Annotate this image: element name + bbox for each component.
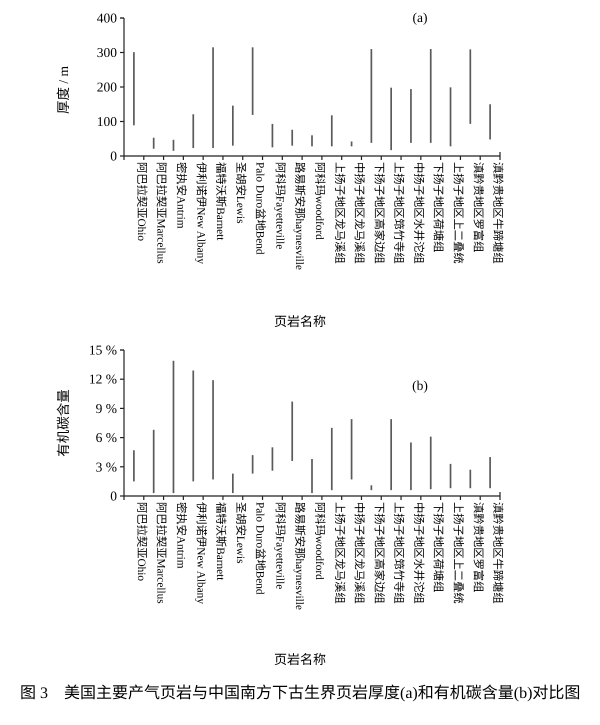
svg-text:滇黔贵地区牛蹄塘组: 滇黔贵地区牛蹄塘组 [491, 162, 504, 264]
svg-text:滇黔贵地区罗富组: 滇黔贵地区罗富组 [471, 162, 484, 252]
svg-text:滇黔贵地区牛蹄塘组: 滇黔贵地区牛蹄塘组 [491, 502, 504, 604]
svg-text:上扬子地区龙马溪组: 上扬子地区龙马溪组 [333, 502, 346, 604]
svg-text:Palo Duro盆地Bend: Palo Duro盆地Bend [254, 162, 267, 255]
svg-text:中扬子地区龙马溪组: 中扬子地区龙马溪组 [353, 162, 366, 264]
svg-text:上扬子地区上二叠统: 上扬子地区上二叠统 [452, 502, 465, 604]
svg-text:6 %: 6 % [96, 430, 117, 445]
svg-text:伊利诺伊New Albany: 伊利诺伊New Albany [194, 502, 207, 604]
svg-text:上扬子地区筇竹寺组: 上扬子地区筇竹寺组 [392, 502, 405, 604]
svg-text:上扬子地区上二叠统: 上扬子地区上二叠统 [452, 162, 465, 264]
svg-text:密执安Antrim: 密执安Antrim [174, 162, 187, 229]
svg-text:图 3 美国主要产气页岩与中国南方下古生界页岩厚度(a)和有: 图 3 美国主要产气页岩与中国南方下古生界页岩厚度(a)和有机碳含量(b)对比图 [20, 684, 580, 702]
svg-text:阿科玛Fayetteville: 阿科玛Fayetteville [273, 162, 286, 249]
svg-text:3 %: 3 % [96, 459, 117, 474]
svg-text:厚度 / m: 厚度 / m [56, 66, 71, 115]
svg-text:0: 0 [110, 149, 117, 164]
svg-text:Palo Duro盆地Bend: Palo Duro盆地Bend [254, 502, 267, 595]
svg-text:200: 200 [97, 80, 118, 95]
svg-text:下扬子地区荷塘组: 下扬子地区荷塘组 [432, 162, 445, 252]
svg-text:(b): (b) [412, 378, 428, 393]
svg-text:页岩名称: 页岩名称 [274, 652, 326, 667]
svg-text:伊利诺伊New Albany: 伊利诺伊New Albany [194, 162, 207, 264]
svg-text:中扬子地区水井沱组: 中扬子地区水井沱组 [412, 502, 425, 604]
svg-text:阿巴拉契亚Ohio: 阿巴拉契亚Ohio [135, 502, 148, 581]
svg-text:阿科玛woodford: 阿科玛woodford [313, 502, 326, 580]
svg-text:阿巴拉契亚Ohio: 阿巴拉契亚Ohio [135, 162, 148, 241]
svg-text:页岩名称: 页岩名称 [274, 314, 326, 329]
svg-text:0: 0 [110, 489, 117, 504]
svg-text:15 %: 15 % [89, 343, 117, 358]
svg-text:福特沃斯Barnett: 福特沃斯Barnett [214, 502, 227, 581]
svg-text:中扬子地区水井沱组: 中扬子地区水井沱组 [412, 162, 425, 264]
svg-text:上扬子地区龙马溪组: 上扬子地区龙马溪组 [333, 162, 346, 264]
svg-text:路易斯安那haynesville: 路易斯安那haynesville [293, 162, 306, 270]
svg-text:有机碳含量: 有机碳含量 [56, 389, 71, 457]
svg-text:阿科玛Fayetteville: 阿科玛Fayetteville [273, 502, 286, 589]
svg-text:12 %: 12 % [89, 372, 117, 387]
svg-text:400: 400 [97, 11, 118, 26]
svg-text:下扬子地区荷塘组: 下扬子地区荷塘组 [432, 502, 445, 592]
svg-text:(a): (a) [413, 10, 428, 25]
svg-text:滇黔贵地区罗富组: 滇黔贵地区罗富组 [471, 502, 484, 592]
svg-text:阿巴拉契亚Marcellus: 阿巴拉契亚Marcellus [155, 162, 168, 264]
svg-text:密执安Antrim: 密执安Antrim [174, 502, 187, 569]
svg-text:圣胡安Lewis: 圣胡安Lewis [234, 162, 247, 224]
svg-text:路易斯安那haynesville: 路易斯安那haynesville [293, 502, 306, 610]
svg-text:300: 300 [97, 45, 118, 60]
svg-text:福特沃斯Barnett: 福特沃斯Barnett [214, 162, 227, 241]
svg-text:下扬子地区高家边组: 下扬子地区高家边组 [372, 502, 385, 604]
svg-text:阿科玛woodford: 阿科玛woodford [313, 162, 326, 240]
svg-text:中扬子地区龙马溪组: 中扬子地区龙马溪组 [353, 502, 366, 604]
svg-text:圣胡安Lewis: 圣胡安Lewis [234, 502, 247, 564]
svg-text:100: 100 [97, 114, 118, 129]
svg-text:上扬子地区筇竹寺组: 上扬子地区筇竹寺组 [392, 162, 405, 264]
svg-text:阿巴拉契亚Marcellus: 阿巴拉契亚Marcellus [155, 502, 168, 604]
svg-text:9 %: 9 % [96, 401, 117, 416]
svg-text:下扬子地区高家边组: 下扬子地区高家边组 [372, 162, 385, 264]
